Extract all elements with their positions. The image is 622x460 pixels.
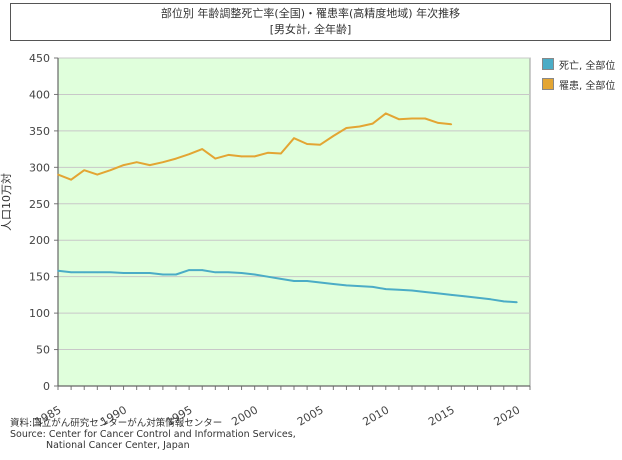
y-tick-label: 100 (29, 307, 50, 320)
data-point (398, 288, 400, 291)
source-line-3: National Cancer Center, Japan (46, 440, 190, 451)
y-tick-label: 200 (29, 234, 50, 247)
legend-label: 死亡, 全部位 (559, 60, 616, 72)
data-point (135, 161, 138, 164)
data-point (83, 271, 86, 274)
data-point (384, 288, 387, 290)
legend-swatch (542, 78, 554, 90)
data-point (424, 291, 426, 293)
series-line-0 (57, 269, 517, 304)
data-point (280, 278, 282, 280)
legend-item: 罹患, 全部位 (542, 74, 615, 94)
data-point (450, 123, 453, 126)
data-point (266, 151, 269, 154)
y-tick-label: 300 (29, 161, 50, 174)
data-point (57, 173, 59, 176)
data-point (345, 127, 348, 129)
data-point (122, 272, 125, 274)
data-point (253, 155, 256, 158)
chart-title: 部位別 年齢調整死亡率(全国)・罹患率(高精度地域) 年次推移 (160, 7, 461, 20)
legend-label: 罹患, 全部位 (559, 80, 616, 92)
data-point (214, 271, 217, 274)
data-point (266, 275, 269, 278)
data-point (437, 292, 440, 295)
x-tick-label: 2005 (295, 403, 326, 428)
data-point (83, 169, 86, 172)
data-point (293, 137, 295, 139)
source-line-2: Source: Center for Cancer Control and In… (10, 429, 296, 440)
data-point (240, 272, 243, 274)
data-point (188, 153, 190, 156)
data-point (384, 112, 387, 115)
data-point (332, 135, 335, 137)
chart-legend: 死亡, 全部位 罹患, 全部位 (542, 54, 615, 94)
data-point (253, 273, 256, 276)
data-point (358, 125, 361, 128)
data-point (109, 169, 112, 172)
data-point (148, 164, 151, 166)
data-point (371, 286, 374, 288)
data-point (57, 270, 59, 272)
y-tick-label: 0 (43, 380, 50, 393)
y-tick-label: 450 (29, 52, 50, 65)
data-point (332, 283, 335, 285)
data-point (319, 281, 322, 284)
data-point (293, 280, 295, 282)
data-point (162, 273, 164, 276)
legend-item: 死亡, 全部位 (542, 54, 615, 74)
data-point (201, 148, 204, 150)
chart-title-box: 部位別 年齢調整死亡率(全国)・罹患率(高精度地域) 年次推移 [男女計, 全年… (10, 3, 611, 41)
chart-subtitle: [男女計, 全年齢] (269, 23, 352, 36)
y-axis-label: 人口10万対 (0, 173, 13, 231)
data-point (371, 122, 374, 125)
data-point (122, 164, 125, 166)
data-point (516, 301, 518, 303)
data-point (319, 143, 322, 146)
data-point (135, 272, 138, 274)
data-point (450, 294, 453, 296)
data-point (411, 289, 413, 292)
data-point (214, 157, 217, 160)
data-point (437, 122, 440, 124)
data-point (463, 295, 466, 298)
data-point (70, 271, 72, 274)
data-point (175, 157, 177, 160)
data-point (345, 284, 348, 287)
data-point (109, 271, 112, 274)
y-tick-label: 50 (36, 344, 50, 357)
x-tick-label: 2010 (361, 403, 392, 428)
x-tick-label: 2020 (492, 403, 523, 428)
data-point (188, 269, 190, 271)
x-tick-label: 2015 (426, 403, 457, 428)
data-point (227, 271, 230, 274)
data-point (70, 178, 72, 181)
y-tick-label: 400 (29, 88, 50, 101)
data-point (201, 269, 204, 271)
data-point (96, 271, 99, 274)
data-point (411, 117, 413, 120)
data-point (306, 280, 308, 282)
source-note: 資料:国立がん研究センターがん対策情報センター Source: Center f… (10, 418, 296, 451)
data-point (358, 285, 361, 287)
y-tick-label: 150 (29, 271, 50, 284)
data-point (227, 154, 230, 156)
data-point (280, 152, 282, 155)
data-point (398, 118, 400, 121)
y-tick-label: 250 (29, 198, 50, 211)
data-point (175, 273, 177, 276)
data-point (162, 161, 164, 164)
data-point (96, 173, 99, 176)
y-tick-label: 350 (29, 125, 50, 138)
legend-swatch (542, 58, 554, 70)
data-point (306, 143, 308, 145)
data-point (424, 117, 426, 120)
source-line-1: 資料:国立がん研究センターがん対策情報センター (10, 418, 223, 429)
data-point (489, 298, 492, 301)
plot-area (57, 57, 531, 387)
data-point (476, 297, 479, 299)
data-point (502, 300, 505, 303)
data-point (148, 272, 151, 274)
data-point (240, 155, 243, 158)
